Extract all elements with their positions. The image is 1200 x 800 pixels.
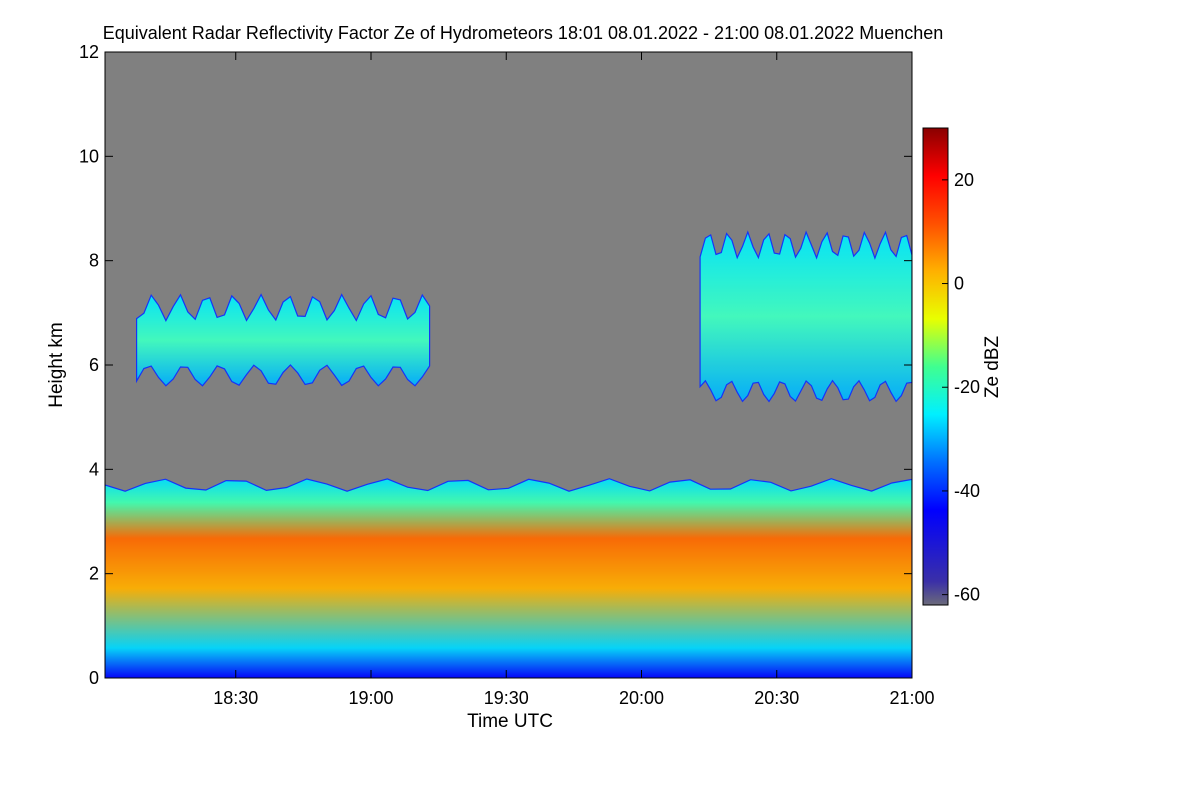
x-tick-label: 19:00 <box>348 688 393 708</box>
y-tick-label: 8 <box>89 251 99 271</box>
y-tick-label: 10 <box>79 146 99 166</box>
colorbar <box>922 127 949 606</box>
colorbar-tick-label: -40 <box>954 481 980 501</box>
y-axis-label: Height km <box>46 322 67 408</box>
echo-layer <box>136 293 431 387</box>
x-tick-label: 21:00 <box>889 688 934 708</box>
y-tick-label: 12 <box>79 42 99 62</box>
echo-layer <box>699 230 912 403</box>
colorbar-tick-label: 0 <box>954 274 964 294</box>
x-tick-label: 20:30 <box>754 688 799 708</box>
chart-title: Equivalent Radar Reflectivity Factor Ze … <box>103 23 944 43</box>
colorbar-label: Ze dBZ <box>982 335 1003 398</box>
colorbar-tick-label: -20 <box>954 377 980 397</box>
colorbar-axis: -60 -40 -20 0 20 <box>942 170 980 605</box>
echo-layer <box>105 478 912 678</box>
x-tick-label: 20:00 <box>619 688 664 708</box>
x-tick-label: 18:30 <box>213 688 258 708</box>
x-tick-label: 19:30 <box>484 688 529 708</box>
y-tick-label: 2 <box>89 564 99 584</box>
y-tick-label: 6 <box>89 355 99 375</box>
x-axis: 18:30 19:00 19:30 20:00 20:30 21:00 <box>213 52 935 708</box>
y-axis: 0 2 4 6 8 10 12 <box>79 42 912 688</box>
colorbar-tick-label: -60 <box>954 585 980 605</box>
y-tick-label: 4 <box>89 459 99 479</box>
reflectivity-field <box>105 230 912 678</box>
x-axis-label: Time UTC <box>467 711 553 732</box>
colorbar-tick-label: 20 <box>954 170 974 190</box>
y-tick-label: 0 <box>89 668 99 688</box>
